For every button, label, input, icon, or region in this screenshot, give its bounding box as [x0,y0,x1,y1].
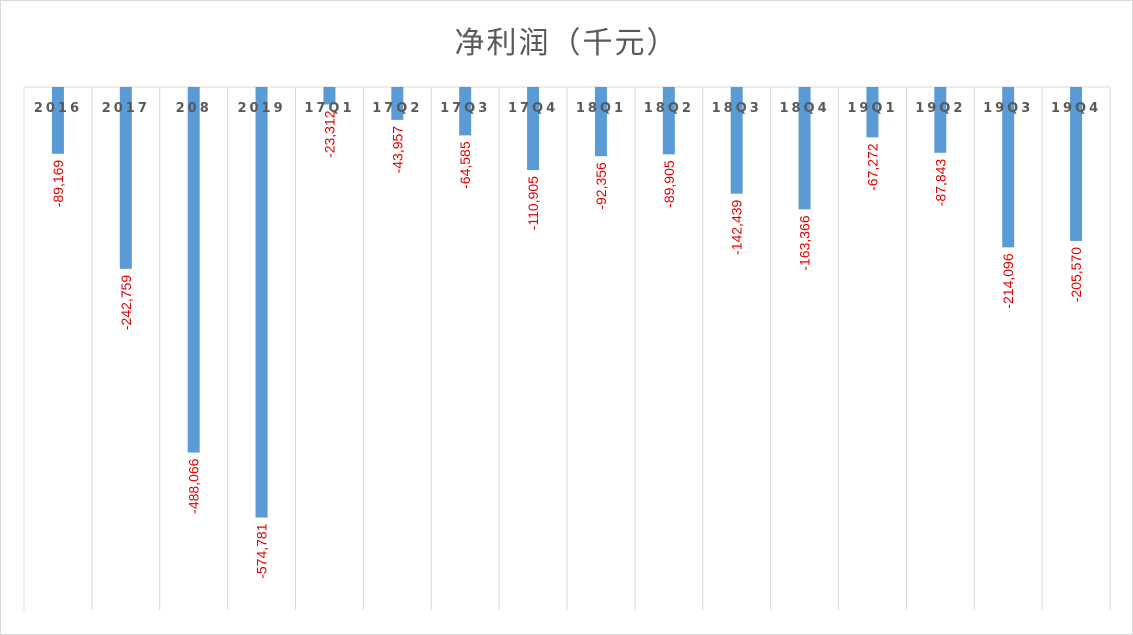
data-label: -142,439 [729,199,745,254]
bar [594,87,607,157]
bar [119,87,132,269]
category-label: 18Q2 [644,101,694,116]
bar [866,87,879,138]
bar [730,87,743,194]
category-label: 19Q4 [1051,101,1101,116]
category-label: 18Q1 [576,101,626,116]
data-label: -67,272 [864,143,880,191]
category-label: 2016 [34,101,82,116]
bar [798,87,811,210]
category-label: 17Q3 [440,101,490,116]
bar [255,87,268,518]
data-label: -92,356 [593,162,609,210]
category-label: 2017 [102,101,150,116]
bar [1002,87,1015,248]
bar [51,87,64,154]
category-label: 19Q1 [847,101,897,116]
data-label: -110,905 [525,176,541,230]
data-label: -488,066 [186,458,202,513]
data-label: -23,312 [321,110,337,158]
category-label: 19Q2 [915,101,965,116]
data-label: -205,570 [1068,247,1084,302]
bar [323,87,336,105]
data-label: -89,169 [50,160,66,208]
bar [1070,87,1083,241]
data-label: -242,759 [118,275,134,330]
category-label: 19Q3 [983,101,1033,116]
bar [527,87,540,171]
category-label: 17Q1 [304,101,354,116]
bar [662,87,675,155]
category-label: 2019 [237,101,285,116]
category-label: 17Q4 [508,101,558,116]
category-label: 18Q3 [712,101,762,116]
category-label: 18Q4 [779,101,829,116]
bar [459,87,472,136]
data-label: -89,905 [661,160,677,208]
chart-title: 净利润（千元） [454,26,679,61]
category-label: 208 [176,101,212,116]
bar [391,87,404,120]
bar [934,87,947,153]
data-label: -87,843 [932,159,948,207]
data-label: -214,096 [1000,253,1016,308]
data-label: -43,957 [389,126,405,174]
data-label: -163,366 [797,215,813,270]
data-label: -64,585 [457,141,473,189]
data-label: -574,781 [254,523,270,578]
bar [187,87,200,453]
category-label: 17Q2 [372,101,422,116]
